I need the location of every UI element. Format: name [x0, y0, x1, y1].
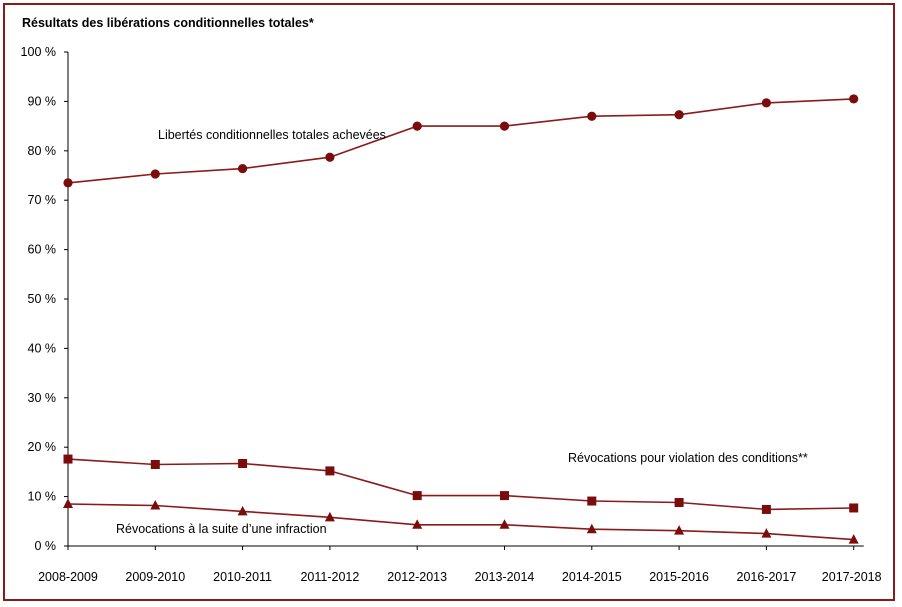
series-label-revocations-infraction: Révocations à la suite d’une infraction [116, 522, 327, 536]
data-point-revocations-infraction [412, 519, 423, 529]
data-point-revocations-violation [761, 504, 771, 514]
data-point-revocations-infraction [324, 511, 335, 522]
x-tick-label: 2009-2010 [125, 570, 185, 584]
data-point-libertes-achevees [849, 94, 859, 104]
series-line-libertes-achevees [67, 98, 854, 184]
data-point-revocations-violation [587, 496, 597, 506]
chart-title: Résultats des libérations conditionnelle… [22, 16, 314, 30]
data-point-revocations-infraction [150, 499, 161, 510]
x-tick-label: 2008-2009 [38, 570, 98, 584]
chart-axes: 0 % 10 % 20 % 30 % 40 % 50 % 60 % 70 % 80 % 90 % 1… [21, 45, 882, 584]
data-point-libertes-achevees [63, 178, 73, 188]
y-tick-label: 70 % [28, 193, 57, 207]
data-point-libertes-achevees [761, 98, 772, 108]
series-lines [67, 98, 854, 541]
series-labels: Libertés conditionnelles totales achevée… [116, 128, 808, 536]
series-markers [63, 94, 859, 544]
data-point-revocations-infraction [586, 523, 597, 534]
data-point-revocations-violation [63, 454, 73, 464]
data-point-revocations-infraction [674, 525, 685, 535]
y-tick-label: 80 % [28, 144, 57, 158]
data-point-revocations-violation [325, 466, 335, 476]
series-label-libertes-achevees: Libertés conditionnelles totales achevée… [158, 128, 386, 142]
series-label-revocations-violation: Révocations pour violation des condition… [568, 451, 808, 465]
data-point-revocations-violation [412, 491, 422, 501]
x-tick-label: 2010-2011 [213, 570, 272, 584]
data-point-libertes-achevees [674, 110, 684, 120]
x-tick-label: 2017-2018 [822, 570, 882, 584]
data-point-revocations-infraction [761, 528, 772, 538]
y-tick-label: 60 % [28, 243, 57, 257]
x-tick-label: 2012-2013 [387, 570, 447, 584]
data-point-libertes-achevees [325, 152, 335, 162]
data-point-libertes-achevees [587, 111, 597, 121]
y-tick-label: 100 % [21, 45, 56, 59]
y-tick-label: 0 % [34, 539, 56, 553]
x-tick-label: 2016-2017 [737, 570, 797, 584]
data-point-revocations-violation [150, 459, 160, 469]
y-tick-label: 30 % [28, 391, 57, 405]
series-line-revocations-infraction [67, 503, 854, 541]
data-point-libertes-achevees [499, 121, 510, 131]
data-point-revocations-infraction [499, 519, 510, 529]
data-point-libertes-achevees [238, 163, 248, 174]
data-point-revocations-infraction [848, 534, 859, 544]
y-tick-label: 20 % [28, 440, 57, 454]
series-line-revocations-violation [67, 458, 854, 511]
data-point-libertes-achevees [412, 121, 422, 131]
data-point-revocations-infraction [237, 505, 248, 516]
data-point-revocations-violation [674, 498, 684, 508]
data-point-libertes-achevees [150, 169, 160, 179]
x-tick-label: 2013-2014 [475, 570, 535, 584]
data-point-revocations-violation [238, 459, 248, 469]
data-point-revocations-violation [500, 491, 509, 501]
y-tick-label: 50 % [28, 292, 57, 306]
x-tick-label: 2011-2012 [300, 570, 359, 584]
chart-frame [3, 3, 895, 601]
y-tick-label: 40 % [28, 341, 57, 355]
x-tick-label: 2015-2016 [649, 570, 709, 584]
x-tick-label: 2014-2015 [562, 570, 622, 584]
data-point-revocations-violation [849, 503, 859, 513]
y-tick-label: 10 % [28, 490, 57, 504]
y-tick-label: 90 % [28, 94, 57, 108]
data-point-revocations-infraction [63, 498, 73, 509]
